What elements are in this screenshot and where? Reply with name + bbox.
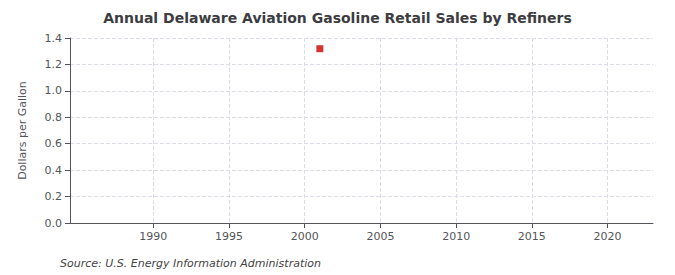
svg-text:0.0: 0.0 [45, 217, 63, 230]
svg-text:1.4: 1.4 [45, 32, 63, 45]
svg-text:0.2: 0.2 [45, 190, 63, 203]
svg-text:1995: 1995 [215, 230, 243, 243]
svg-text:1990: 1990 [139, 230, 167, 243]
svg-text:2010: 2010 [442, 230, 470, 243]
svg-text:Dollars per Gallon: Dollars per Gallon [16, 81, 29, 180]
svg-text:2005: 2005 [366, 230, 394, 243]
svg-text:2000: 2000 [291, 230, 319, 243]
svg-text:0.8: 0.8 [45, 111, 63, 124]
svg-text:0.6: 0.6 [45, 137, 63, 150]
svg-text:Source: U.S. Energy Informatio: Source: U.S. Energy Information Administ… [60, 257, 321, 270]
svg-text:2020: 2020 [594, 230, 622, 243]
svg-text:Annual Delaware Aviation Gasol: Annual Delaware Aviation Gasoline Retail… [103, 10, 572, 26]
svg-text:1.0: 1.0 [45, 84, 63, 97]
svg-text:1.2: 1.2 [45, 58, 63, 71]
svg-text:2015: 2015 [518, 230, 546, 243]
svg-text:0.4: 0.4 [45, 164, 63, 177]
